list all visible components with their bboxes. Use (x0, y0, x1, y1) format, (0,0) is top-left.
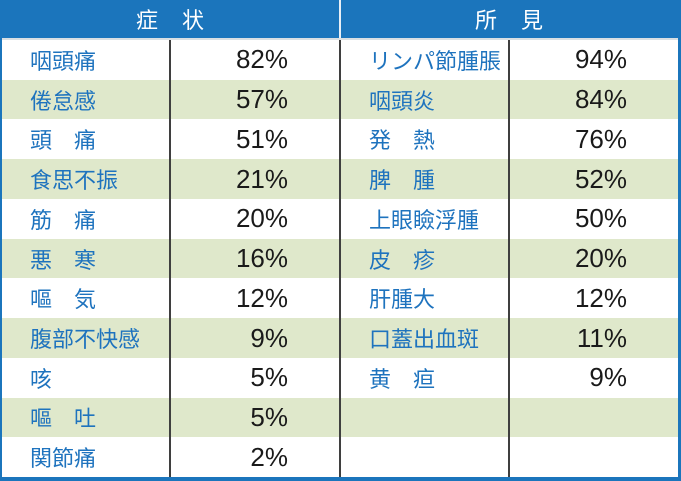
findings-header: 所 見 (339, 0, 678, 38)
symptom-cell-group: 関節痛 2% (2, 437, 339, 477)
finding-value: 12% (574, 282, 627, 313)
symptom-value: 2% (250, 441, 288, 472)
finding-cell-group: 肝腫大 12% (339, 278, 678, 319)
symptom-value: 21% (235, 163, 288, 194)
finding-label: 肝腫大 (341, 278, 510, 319)
finding-label: 口蓋出血斑 (341, 318, 510, 358)
finding-value: 11% (576, 322, 627, 353)
finding-value: 9% (589, 362, 627, 393)
table-row: 筋 痛 20% 上眼瞼浮腫 50% (2, 198, 678, 239)
symptom-cell-group: 頭 痛 51% (2, 119, 339, 160)
symptom-value: 51% (235, 123, 288, 154)
symptom-label: 食思不振 (2, 159, 171, 199)
symptom-cell-group: 倦怠感 57% (2, 79, 339, 120)
symptom-value: 5% (250, 362, 288, 393)
finding-label (341, 397, 510, 438)
finding-cell-group: リンパ節腫脹 94% (339, 40, 678, 80)
finding-label: 発 熱 (341, 119, 510, 160)
symptom-label: 腹部不快感 (2, 318, 171, 358)
symptom-value: 20% (235, 203, 288, 234)
table-row: 悪 寒 16% 皮 疹 20% (2, 238, 678, 279)
finding-value: 52% (574, 163, 627, 194)
symptom-cell-group: 嘔 吐 5% (2, 397, 339, 438)
finding-label: 皮 疹 (341, 238, 510, 279)
finding-value: 20% (574, 243, 627, 274)
symptom-cell-group: 咳 5% (2, 357, 339, 398)
finding-cell-group: 口蓋出血斑 11% (339, 318, 678, 358)
table-row: 咳 5% 黄 疸 9% (2, 357, 678, 398)
finding-cell-group: 咽頭炎 84% (339, 79, 678, 120)
table-row: 関節痛 2% (2, 437, 678, 477)
finding-label: リンパ節腫脹 (341, 40, 510, 80)
symptom-cell-group: 悪 寒 16% (2, 238, 339, 279)
table-row: 咽頭痛 82% リンパ節腫脹 94% (2, 40, 678, 80)
table-row: 食思不振 21% 脾 腫 52% (2, 159, 678, 199)
symptom-label: 咽頭痛 (2, 40, 171, 80)
symptom-value: 57% (235, 84, 288, 115)
symptom-value: 12% (235, 282, 288, 313)
finding-cell-group: 発 熱 76% (339, 119, 678, 160)
finding-label: 脾 腫 (341, 159, 510, 199)
symptom-label: 悪 寒 (2, 238, 171, 279)
finding-cell-group: 脾 腫 52% (339, 159, 678, 199)
symptom-label: 咳 (2, 357, 171, 398)
finding-value (510, 437, 678, 477)
table-row: 腹部不快感 9% 口蓋出血斑 11% (2, 318, 678, 358)
symptom-cell-group: 筋 痛 20% (2, 198, 339, 239)
finding-value: 94% (574, 44, 627, 75)
table-body: 咽頭痛 82% リンパ節腫脹 94% 倦怠感 57% 咽頭炎 84% 頭 痛 5… (2, 40, 678, 477)
table-row: 嘔 気 12% 肝腫大 12% (2, 278, 678, 319)
symptom-value: 16% (235, 243, 288, 274)
finding-value: 84% (574, 84, 627, 115)
finding-label: 黄 疸 (341, 357, 510, 398)
symptom-label: 倦怠感 (2, 79, 171, 120)
symptom-label: 関節痛 (2, 437, 171, 477)
finding-value (510, 398, 678, 438)
symptoms-header: 症 状 (135, 8, 205, 33)
finding-value: 76% (574, 123, 627, 154)
finding-cell-group (339, 397, 678, 438)
table-row: 嘔 吐 5% (2, 397, 678, 438)
symptom-cell-group: 嘔 気 12% (2, 278, 339, 319)
symptom-label: 頭 痛 (2, 119, 171, 160)
finding-cell-group (339, 437, 678, 477)
symptom-value: 5% (250, 401, 288, 432)
finding-label: 上眼瞼浮腫 (341, 198, 510, 239)
symptom-cell-group: 食思不振 21% (2, 159, 339, 199)
symptom-value: 9% (250, 322, 288, 353)
symptom-cell-group: 腹部不快感 9% (2, 318, 339, 358)
table-row: 頭 痛 51% 発 熱 76% (2, 119, 678, 160)
symptom-label: 筋 痛 (2, 198, 171, 239)
table-row: 倦怠感 57% 咽頭炎 84% (2, 79, 678, 120)
finding-value: 50% (574, 203, 627, 234)
finding-cell-group: 皮 疹 20% (339, 238, 678, 279)
symptom-cell-group: 咽頭痛 82% (2, 40, 339, 80)
finding-cell-group: 黄 疸 9% (339, 357, 678, 398)
finding-label: 咽頭炎 (341, 79, 510, 120)
symptom-label: 嘔 気 (2, 278, 171, 319)
finding-cell-group: 上眼瞼浮腫 50% (339, 198, 678, 239)
symptom-label: 嘔 吐 (2, 397, 171, 438)
table-header: 症 状 所 見 (2, 0, 678, 40)
symptom-value: 82% (235, 44, 288, 75)
finding-label (341, 437, 510, 477)
